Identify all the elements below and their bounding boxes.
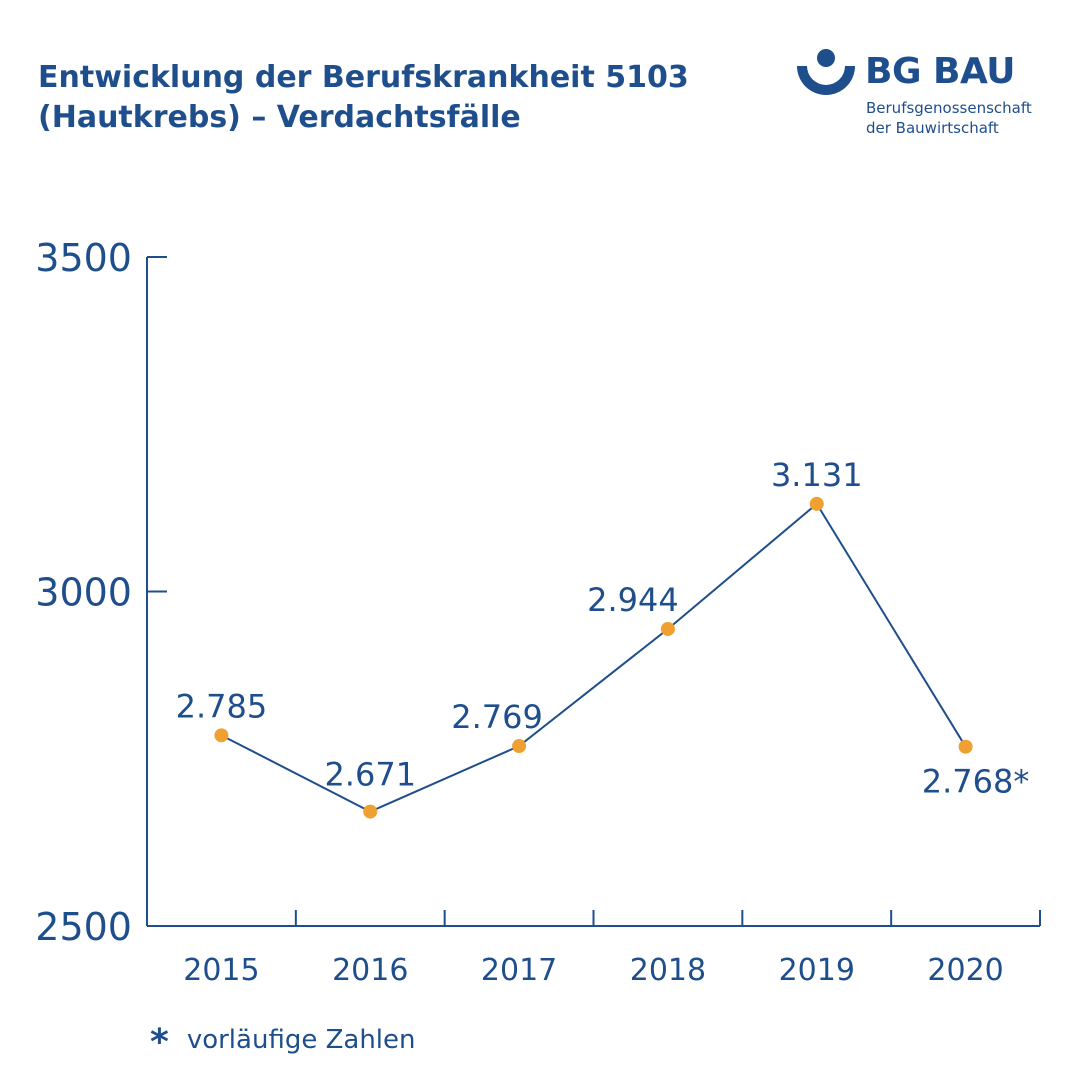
x-tick-label: 2018 bbox=[630, 953, 706, 988]
data-point bbox=[363, 804, 378, 819]
data-point bbox=[512, 739, 527, 754]
data-label: 3.131 bbox=[771, 456, 863, 494]
footnote-symbol: * bbox=[150, 1022, 169, 1063]
y-tick-label: 3500 bbox=[35, 236, 132, 280]
logo-subtitle-line-1: Berufsgenossenschaft bbox=[866, 99, 1032, 117]
chart-title-line-2: (Hautkrebs) – Verdachtsfälle bbox=[38, 100, 521, 135]
data-label: 2.785 bbox=[176, 687, 268, 725]
series-line bbox=[220, 502, 967, 813]
chart-title: Entwicklung der Berufskrankheit 5103 (Ha… bbox=[38, 58, 738, 138]
data-label: 2.944 bbox=[587, 581, 679, 619]
footnote-text: vorläufige Zahlen bbox=[186, 1025, 416, 1055]
x-tick-label: 2015 bbox=[183, 953, 259, 988]
data-point bbox=[809, 496, 824, 511]
data-label: 2.671 bbox=[324, 756, 416, 794]
x-tick-label: 2017 bbox=[481, 953, 557, 988]
data-point bbox=[958, 739, 973, 754]
data-label: 2.769 bbox=[451, 698, 543, 736]
bg-bau-logo-icon bbox=[797, 49, 855, 95]
data-point bbox=[214, 728, 229, 743]
y-tick-label: 3000 bbox=[35, 571, 132, 615]
data-label: 2.768* bbox=[922, 763, 1030, 801]
logo-brand-name: BG BAU bbox=[865, 51, 1015, 92]
bg-bau-logo: BG BAU Berufsgenossenschaft der Bauwirts… bbox=[795, 48, 1065, 148]
chart-title-line-1: Entwicklung der Berufskrankheit 5103 bbox=[38, 60, 689, 95]
data-point bbox=[660, 621, 675, 636]
logo-subtitle-line-2: der Bauwirtschaft bbox=[866, 119, 999, 137]
x-tick-label: 2019 bbox=[779, 953, 855, 988]
y-tick-label: 2500 bbox=[35, 905, 132, 949]
x-tick-label: 2016 bbox=[332, 953, 408, 988]
footnote: * vorläufige Zahlen bbox=[150, 1022, 416, 1061]
x-tick-label: 2020 bbox=[927, 953, 1003, 988]
